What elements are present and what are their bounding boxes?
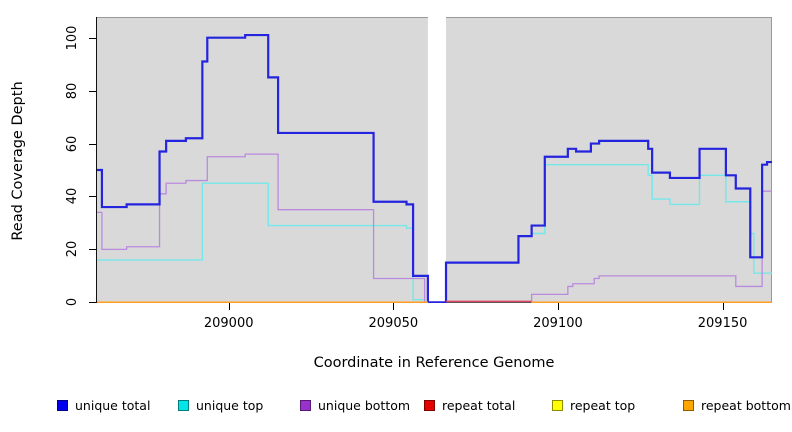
y-tick-mark — [89, 196, 96, 198]
legend-item-unique-top: unique top — [178, 398, 263, 413]
x-tick-mark — [722, 303, 724, 310]
y-tick-label: 40 — [64, 188, 80, 205]
legend-label: unique bottom — [318, 398, 411, 413]
legend: unique total unique top unique bottom re… — [0, 398, 792, 418]
series-line-unique-bottom — [530, 190, 772, 303]
legend-item-unique-total: unique total — [57, 398, 150, 413]
series-line-unique-bottom — [96, 153, 426, 303]
legend-label: repeat bottom — [701, 398, 791, 413]
legend-swatch-unique-bottom — [300, 400, 311, 411]
legend-label: unique top — [196, 398, 264, 413]
legend-swatch-unique-top — [178, 400, 189, 411]
plot-area — [96, 17, 772, 303]
y-axis-title: Read Coverage Depth — [10, 81, 26, 241]
y-tick-mark — [89, 249, 96, 251]
x-tick-mark — [228, 303, 230, 310]
x-tick-mark — [557, 303, 559, 310]
series-line-unique-top — [96, 182, 426, 303]
y-tick-label: 0 — [64, 298, 80, 307]
legend-label: repeat top — [570, 398, 636, 413]
legend-swatch-repeat-top — [552, 400, 563, 411]
legend-item-repeat-total: repeat total — [424, 398, 515, 413]
legend-swatch-repeat-bottom — [683, 400, 694, 411]
x-axis-title: Coordinate in Reference Genome — [313, 355, 555, 371]
legend-label: unique total — [75, 398, 151, 413]
y-tick-mark — [89, 90, 96, 92]
no-data-gap — [427, 17, 447, 302]
y-tick-mark — [89, 143, 96, 145]
legend-item-unique-bottom: unique bottom — [300, 398, 410, 413]
y-tick-mark — [89, 302, 96, 304]
y-tick-mark — [89, 37, 96, 39]
chart-canvas — [96, 17, 772, 303]
y-tick-label: 100 — [64, 25, 80, 51]
x-tick-label: 209100 — [533, 316, 583, 331]
y-tick-label: 20 — [64, 241, 80, 258]
x-tick-label: 209050 — [368, 316, 419, 331]
legend-item-repeat-top: repeat top — [552, 398, 635, 413]
x-tick-mark — [393, 303, 395, 310]
legend-item-repeat-bottom: repeat bottom — [683, 398, 791, 413]
series-line-unique-total — [96, 33, 772, 303]
legend-label: repeat total — [442, 398, 516, 413]
y-tick-label: 80 — [64, 82, 80, 99]
x-tick-label: 209150 — [697, 316, 748, 331]
legend-swatch-unique-total — [57, 400, 68, 411]
y-tick-label: 60 — [64, 135, 80, 152]
legend-swatch-repeat-total — [424, 400, 435, 411]
x-tick-label: 209000 — [203, 316, 254, 331]
